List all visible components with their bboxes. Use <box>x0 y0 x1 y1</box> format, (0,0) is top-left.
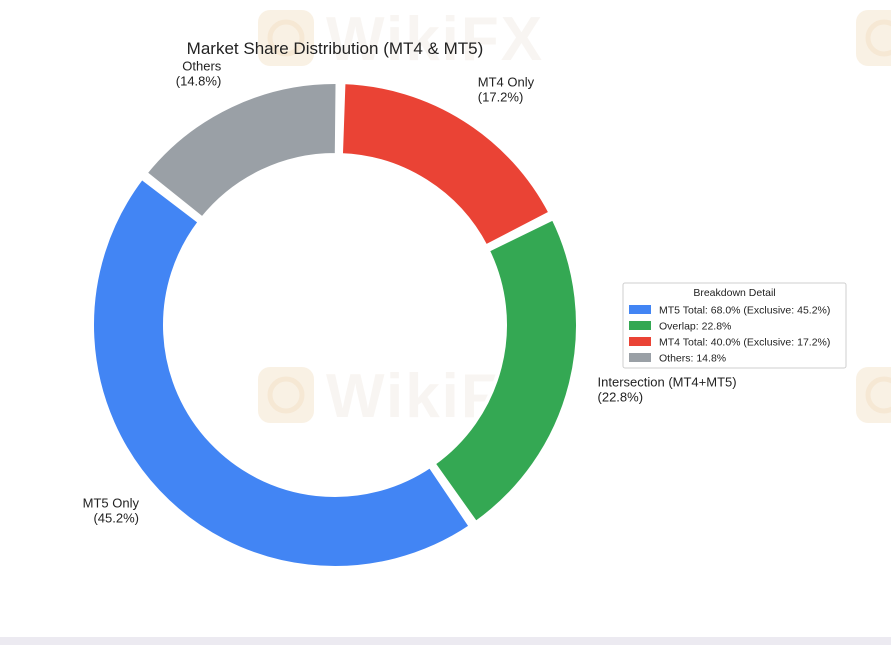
watermark: WikiFX <box>856 10 891 66</box>
legend-entry: MT5 Total: 68.0% (Exclusive: 45.2%) <box>659 305 830 317</box>
watermark: WikiFX <box>258 5 544 74</box>
donut-slice <box>430 215 580 526</box>
slice-label: MT5 Only (45.2%) <box>83 496 140 526</box>
legend-entry: Others: 14.8% <box>659 353 726 365</box>
legend-swatch <box>629 305 651 314</box>
donut-slices <box>90 80 580 570</box>
legend-swatch <box>629 321 651 330</box>
slice-label-value: (17.2%) <box>478 89 524 104</box>
footer-bar <box>0 637 891 645</box>
donut-slice <box>142 80 340 222</box>
donut-slice <box>338 80 554 250</box>
chart-title: Market Share Distribution (MT4 & MT5) <box>187 39 484 58</box>
slice-label: Others (14.8%) <box>176 58 222 88</box>
slice-label-name: MT4 Only <box>478 74 535 89</box>
legend-swatch <box>629 337 651 346</box>
slice-labels: MT4 Only (17.2%) Intersection (MT4+MT5) (22… <box>83 58 737 525</box>
legend-entry: Overlap: 22.8% <box>659 321 731 333</box>
legend-entry: MT4 Total: 40.0% (Exclusive: 17.2%) <box>659 337 830 349</box>
slice-label-value: (14.8%) <box>176 73 222 88</box>
legend: Breakdown Detail MT5 Total: 68.0% (Exclus… <box>622 282 847 369</box>
legend-box <box>622 282 847 369</box>
donut-slice <box>90 174 474 570</box>
legend-swatch <box>629 353 651 362</box>
slice-label-name: Intersection (MT4+MT5) <box>598 375 737 390</box>
watermark: WikiFX <box>856 367 891 423</box>
slice-label-name: Others <box>182 58 222 73</box>
slice-label: Intersection (MT4+MT5) (22.8%) <box>598 375 737 405</box>
slice-label-value: (45.2%) <box>93 511 139 526</box>
legend-title: Breakdown Detail <box>693 287 775 299</box>
slice-label-name: MT5 Only <box>83 496 140 511</box>
slice-label: MT4 Only (17.2%) <box>478 74 535 104</box>
watermark-text: WikiFX <box>326 5 544 74</box>
slice-label-value: (22.8%) <box>598 390 644 405</box>
